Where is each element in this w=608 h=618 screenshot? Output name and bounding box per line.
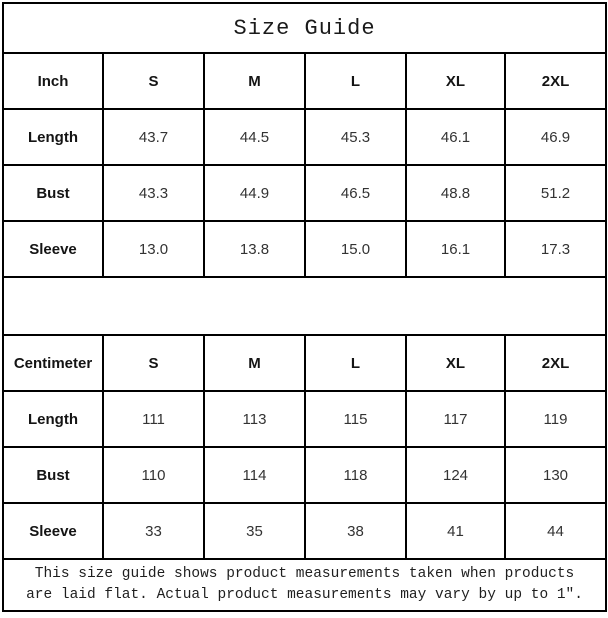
- measure-value: 41: [405, 502, 506, 560]
- measure-label-length: Length: [2, 108, 104, 166]
- title-row: Size Guide: [1, 2, 608, 54]
- measure-value: 15.0: [304, 220, 407, 278]
- measure-value: 17.3: [503, 220, 608, 278]
- size-header-l: L: [304, 334, 407, 392]
- size-header-2xl: 2XL: [503, 52, 608, 110]
- measure-value: 45.3: [304, 108, 407, 166]
- spacer-row: [1, 276, 608, 336]
- measure-label-length: Length: [2, 390, 104, 448]
- cm-bust-row: Bust 110 114 118 124 130: [2, 446, 608, 504]
- measure-value: 117: [405, 390, 506, 448]
- size-header-m: M: [203, 52, 306, 110]
- measure-value: 35: [203, 502, 306, 560]
- size-header-s: S: [102, 334, 205, 392]
- measure-value: 124: [405, 446, 506, 504]
- measure-value: 111: [102, 390, 205, 448]
- measure-value: 46.1: [405, 108, 506, 166]
- footnote-line-1: This size guide shows product measuremen…: [34, 565, 575, 582]
- measure-value: 43.7: [102, 108, 205, 166]
- measure-label-sleeve: Sleeve: [2, 220, 104, 278]
- spacer-cell: [1, 276, 608, 336]
- footnote: This size guide shows product measuremen…: [1, 558, 608, 612]
- inch-header-row: Inch S M L XL 2XL: [2, 52, 608, 110]
- measure-value: 119: [503, 390, 608, 448]
- measure-value: 115: [304, 390, 407, 448]
- cm-sleeve-row: Sleeve 33 35 38 41 44: [2, 502, 608, 560]
- unit-header-centimeter: Centimeter: [2, 334, 104, 392]
- measure-label-sleeve: Sleeve: [2, 502, 104, 560]
- measure-value: 33: [102, 502, 205, 560]
- cm-header-row: Centimeter S M L XL 2XL: [2, 334, 608, 392]
- measure-value: 46.5: [304, 164, 407, 222]
- size-header-m: M: [203, 334, 306, 392]
- measure-value: 16.1: [405, 220, 506, 278]
- measure-value: 44.5: [203, 108, 306, 166]
- measure-value: 51.2: [503, 164, 608, 222]
- size-header-xl: XL: [405, 52, 506, 110]
- measure-value: 44.9: [203, 164, 306, 222]
- measure-value: 130: [503, 446, 608, 504]
- measure-value: 113: [203, 390, 306, 448]
- footnote-line-2: are laid flat. Actual product measuremen…: [26, 587, 583, 603]
- footnote-row: This size guide shows product measuremen…: [1, 558, 608, 612]
- inch-bust-row: Bust 43.3 44.9 46.5 48.8 51.2: [2, 164, 608, 222]
- measure-value: 13.0: [102, 220, 205, 278]
- measure-value: 44: [503, 502, 608, 560]
- measure-value: 38: [304, 502, 407, 560]
- size-header-s: S: [102, 52, 205, 110]
- size-header-l: L: [304, 52, 407, 110]
- size-header-2xl: 2XL: [503, 334, 608, 392]
- measure-value: 43.3: [102, 164, 205, 222]
- measure-value: 118: [304, 446, 407, 504]
- page-title: Size Guide: [1, 2, 608, 54]
- unit-header-inch: Inch: [2, 52, 104, 110]
- cm-length-row: Length 111 113 115 117 119: [2, 390, 608, 448]
- measure-label-bust: Bust: [2, 446, 104, 504]
- size-header-xl: XL: [405, 334, 506, 392]
- measure-label-bust: Bust: [2, 164, 104, 222]
- measure-value: 110: [102, 446, 205, 504]
- measure-value: 114: [203, 446, 306, 504]
- measure-value: 48.8: [405, 164, 506, 222]
- inch-sleeve-row: Sleeve 13.0 13.8 15.0 16.1 17.3: [2, 220, 608, 278]
- inch-length-row: Length 43.7 44.5 45.3 46.1 46.9: [2, 108, 608, 166]
- measure-value: 46.9: [503, 108, 608, 166]
- measure-value: 13.8: [203, 220, 306, 278]
